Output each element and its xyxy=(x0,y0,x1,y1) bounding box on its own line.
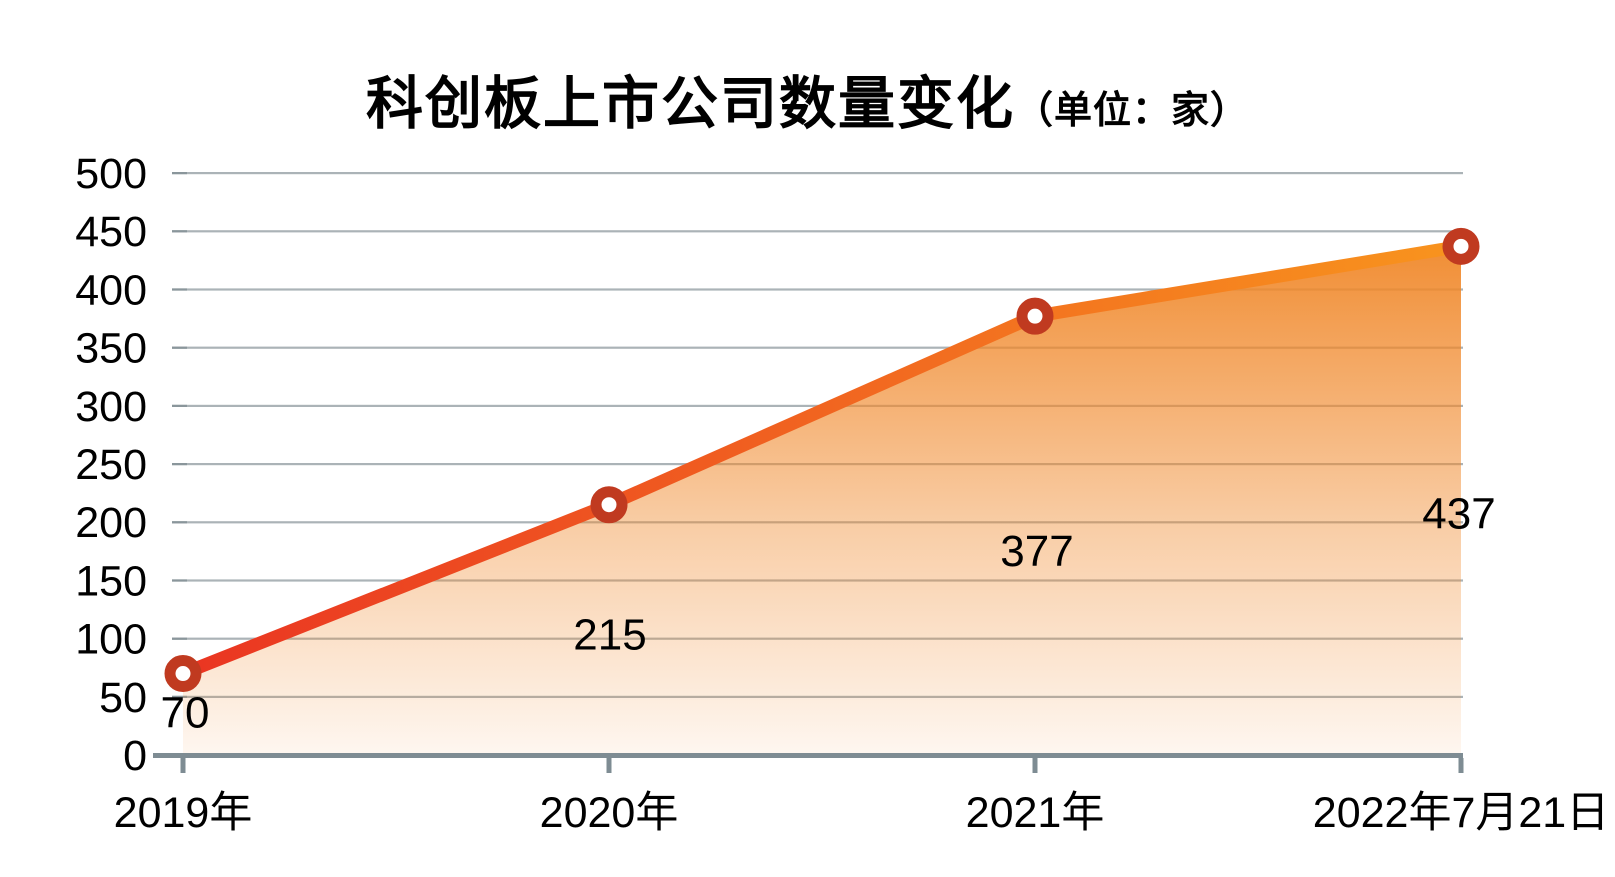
area-fill xyxy=(183,246,1461,755)
chart-title-text: 科创板上市公司数量变化 xyxy=(365,72,1015,136)
data-label: 70 xyxy=(161,689,210,738)
y-axis-label: 200 xyxy=(75,499,147,547)
y-axis-tick xyxy=(172,288,187,291)
x-axis-tick xyxy=(606,758,612,773)
data-label: 437 xyxy=(1422,489,1495,538)
series-line xyxy=(180,239,1463,680)
y-axis-tick xyxy=(172,346,187,349)
y-axis-tick xyxy=(172,695,187,698)
data-label: 377 xyxy=(1000,527,1073,576)
y-axis-label: 150 xyxy=(75,557,147,605)
x-axis-tick xyxy=(1032,758,1038,773)
y-axis-tick xyxy=(172,463,187,466)
gridline xyxy=(172,288,1463,291)
y-axis-label: 100 xyxy=(75,616,147,664)
chart-title-unit: （单位：家） xyxy=(1014,90,1249,132)
y-axis-label: 350 xyxy=(75,325,147,373)
y-axis-label: 0 xyxy=(123,732,147,780)
x-axis-label: 2019年 xyxy=(114,789,253,837)
y-axis-label: 400 xyxy=(75,266,147,314)
x-axis-label: 2020年 xyxy=(540,789,679,837)
x-axis-tick xyxy=(1458,758,1464,773)
gridline xyxy=(172,230,1463,233)
data-label: 215 xyxy=(573,611,646,660)
y-axis-tick xyxy=(172,579,187,582)
y-axis-tick xyxy=(172,637,187,640)
y-axis-label: 50 xyxy=(99,674,147,722)
chart-title: 科创板上市公司数量变化（单位：家） xyxy=(0,58,1615,140)
gridline xyxy=(172,172,1463,175)
x-axis-label: 2022年7月21日 xyxy=(1313,789,1609,837)
data-point-marker xyxy=(164,655,202,693)
y-axis-tick xyxy=(172,172,187,175)
y-axis-tick xyxy=(172,404,187,407)
x-axis-label: 2021年 xyxy=(966,789,1105,837)
data-point-marker xyxy=(590,486,628,524)
x-axis-tick xyxy=(180,758,186,773)
gridline xyxy=(172,346,1463,349)
y-axis-label: 500 xyxy=(75,150,147,198)
y-axis-tick xyxy=(172,521,187,524)
y-axis-label: 300 xyxy=(75,383,147,431)
x-axis-line xyxy=(153,753,1463,758)
y-axis-label: 250 xyxy=(75,441,147,489)
y-axis-tick xyxy=(172,230,187,233)
data-point-marker xyxy=(1016,297,1054,335)
y-axis-label: 450 xyxy=(75,208,147,256)
data-point-marker xyxy=(1442,227,1480,265)
